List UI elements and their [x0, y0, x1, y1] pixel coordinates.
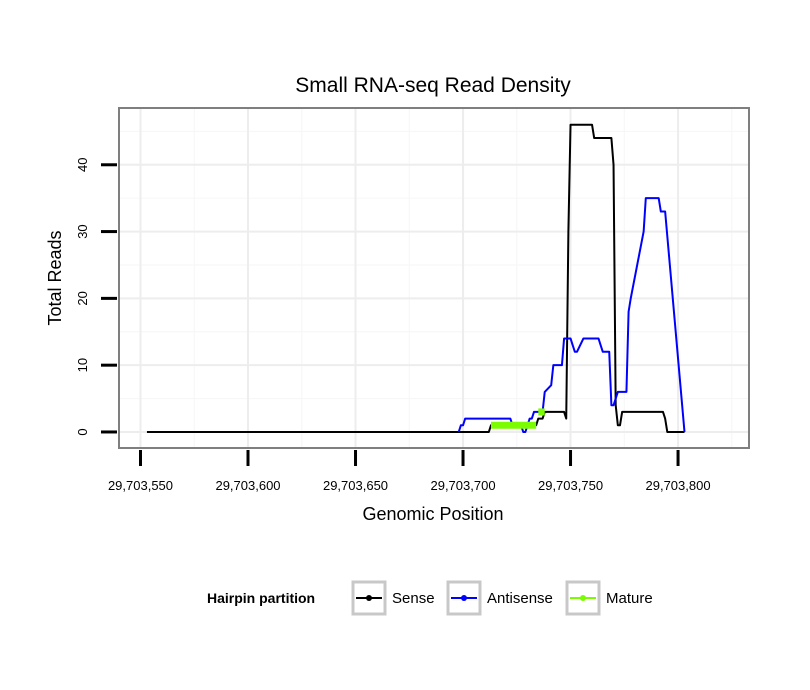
y-tick-label: 0 — [75, 428, 90, 435]
x-tick-label: 29,703,650 — [323, 478, 388, 493]
series-line-antisense — [457, 197, 686, 433]
legend-item-antisense: Antisense — [446, 580, 553, 616]
y-tick-label: 30 — [75, 224, 90, 238]
legend-item-sense: Sense — [351, 580, 435, 616]
x-axis-title: Genomic Position — [362, 504, 503, 524]
legend: Hairpin partition Sense Antisense Mature — [207, 580, 653, 616]
y-axis: 0 10 20 30 40 — [75, 158, 117, 436]
legend-dot-mature — [580, 595, 586, 601]
legend-label-antisense: Antisense — [487, 590, 553, 607]
x-tick-label: 29,703,700 — [430, 478, 495, 493]
x-axis: 29,703,550 29,703,600 29,703,650 29,703,700… — [108, 450, 711, 493]
y-tick-label: 20 — [75, 291, 90, 305]
x-tick-label: 29,703,800 — [646, 478, 711, 493]
legend-item-mature: Mature — [565, 580, 653, 616]
legend-label-sense: Sense — [392, 590, 435, 607]
legend-label-mature: Mature — [606, 590, 653, 607]
legend-title: Hairpin partition — [207, 590, 315, 606]
series-layer — [146, 123, 686, 433]
y-axis-title: Total Reads — [45, 230, 65, 325]
x-tick-label: 29,703,550 — [108, 478, 173, 493]
legend-dot-sense — [366, 595, 372, 601]
legend-dot-antisense — [461, 595, 467, 601]
chart-title: Small RNA-seq Read Density — [295, 74, 571, 97]
series-line-sense — [146, 123, 685, 433]
y-tick-label: 10 — [75, 358, 90, 372]
x-tick-label: 29,703,750 — [538, 478, 603, 493]
x-tick-label: 29,703,600 — [215, 478, 280, 493]
y-tick-label: 40 — [75, 158, 90, 172]
plot-panel — [118, 107, 750, 449]
